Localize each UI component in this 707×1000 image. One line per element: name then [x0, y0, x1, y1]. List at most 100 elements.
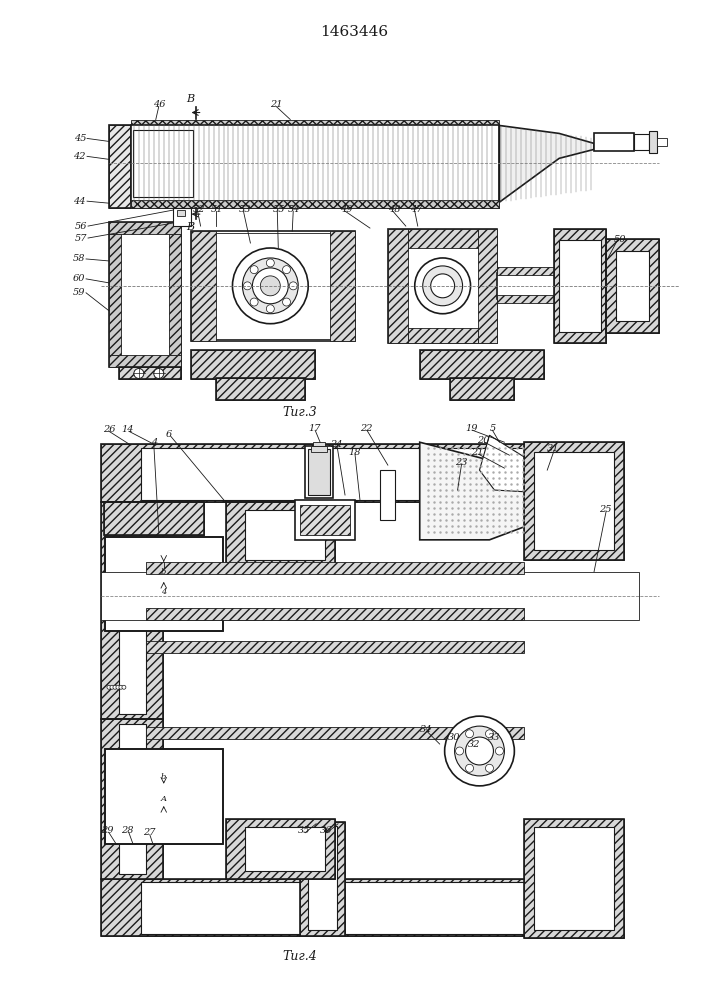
Text: 24: 24 — [330, 440, 343, 449]
Circle shape — [423, 266, 462, 306]
Text: 56: 56 — [74, 222, 87, 231]
Circle shape — [431, 274, 455, 298]
Text: 59: 59 — [73, 288, 85, 297]
Bar — [450, 378, 515, 400]
Bar — [101, 502, 163, 719]
Circle shape — [486, 764, 493, 772]
Bar — [649, 131, 657, 153]
Circle shape — [243, 282, 252, 290]
Bar — [109, 234, 121, 355]
Bar — [330, 231, 355, 341]
Text: 44: 44 — [73, 197, 85, 206]
Circle shape — [260, 276, 280, 296]
Text: 25: 25 — [599, 505, 612, 514]
Text: 29: 29 — [101, 826, 114, 835]
Polygon shape — [499, 125, 594, 202]
Bar — [109, 125, 131, 208]
Bar — [191, 350, 315, 379]
Bar — [388, 229, 408, 343]
Bar — [191, 231, 355, 341]
Bar — [311, 446, 327, 452]
Circle shape — [113, 685, 117, 689]
Text: 30: 30 — [448, 733, 460, 742]
Text: 49: 49 — [340, 205, 353, 214]
Bar — [131, 200, 499, 208]
Text: b: b — [161, 773, 166, 781]
Bar — [554, 229, 606, 343]
Bar — [119, 724, 146, 874]
Bar — [226, 502, 335, 570]
Circle shape — [233, 248, 308, 324]
Circle shape — [455, 747, 464, 755]
Bar — [300, 822, 345, 936]
Bar — [111, 224, 179, 365]
Text: 33: 33 — [487, 733, 500, 742]
Bar — [313, 442, 325, 446]
Bar — [432, 292, 440, 299]
Text: 23: 23 — [455, 458, 467, 467]
Bar — [498, 267, 659, 275]
Text: Τиг.4: Τиг.4 — [283, 950, 317, 963]
Bar — [109, 355, 181, 367]
Bar — [245, 827, 325, 871]
Circle shape — [283, 298, 291, 306]
Bar — [101, 502, 163, 719]
Bar — [101, 719, 163, 879]
Text: Τиг.3: Τиг.3 — [283, 406, 317, 419]
Text: B: B — [187, 222, 194, 232]
Bar — [216, 378, 305, 400]
Circle shape — [119, 685, 123, 689]
Bar — [477, 229, 498, 343]
Circle shape — [134, 369, 144, 378]
Text: A: A — [160, 795, 167, 803]
Bar — [131, 148, 151, 183]
Bar — [616, 251, 649, 321]
Bar — [191, 350, 315, 379]
Circle shape — [283, 266, 291, 274]
Text: 4: 4 — [151, 438, 157, 447]
Bar — [101, 719, 163, 879]
Circle shape — [110, 685, 114, 689]
Text: 54: 54 — [288, 205, 300, 214]
Text: 34: 34 — [420, 725, 432, 734]
Bar — [133, 130, 192, 197]
Text: 5: 5 — [489, 424, 496, 433]
Bar — [101, 572, 639, 620]
Circle shape — [107, 685, 111, 689]
Circle shape — [455, 726, 504, 776]
Bar — [109, 125, 131, 208]
Bar — [525, 819, 624, 938]
Text: 48: 48 — [388, 205, 400, 214]
Bar — [119, 367, 181, 379]
Polygon shape — [479, 435, 530, 492]
Text: 14: 14 — [121, 425, 134, 434]
Bar — [109, 222, 181, 367]
Bar — [657, 138, 667, 146]
Text: 27: 27 — [143, 828, 156, 837]
Bar — [169, 234, 181, 355]
Bar — [296, 500, 355, 540]
Bar — [245, 510, 325, 560]
Bar — [173, 208, 191, 226]
Circle shape — [250, 298, 258, 306]
Text: 60: 60 — [73, 274, 85, 283]
Text: 45: 45 — [74, 134, 86, 143]
Text: 55: 55 — [272, 205, 285, 214]
Bar — [450, 378, 515, 400]
Bar — [308, 826, 337, 930]
Text: 42: 42 — [73, 152, 85, 161]
Bar — [141, 882, 537, 934]
Bar — [420, 350, 544, 379]
Text: B: B — [187, 94, 194, 104]
Bar — [104, 502, 204, 535]
Text: 4: 4 — [161, 588, 166, 596]
Bar — [119, 367, 181, 379]
Circle shape — [496, 747, 503, 755]
Bar — [146, 727, 525, 739]
Circle shape — [243, 258, 298, 314]
Bar — [141, 448, 537, 500]
Circle shape — [154, 369, 164, 378]
Bar — [554, 229, 606, 343]
Text: 47: 47 — [410, 205, 422, 214]
Text: 1463446: 1463446 — [320, 25, 388, 39]
